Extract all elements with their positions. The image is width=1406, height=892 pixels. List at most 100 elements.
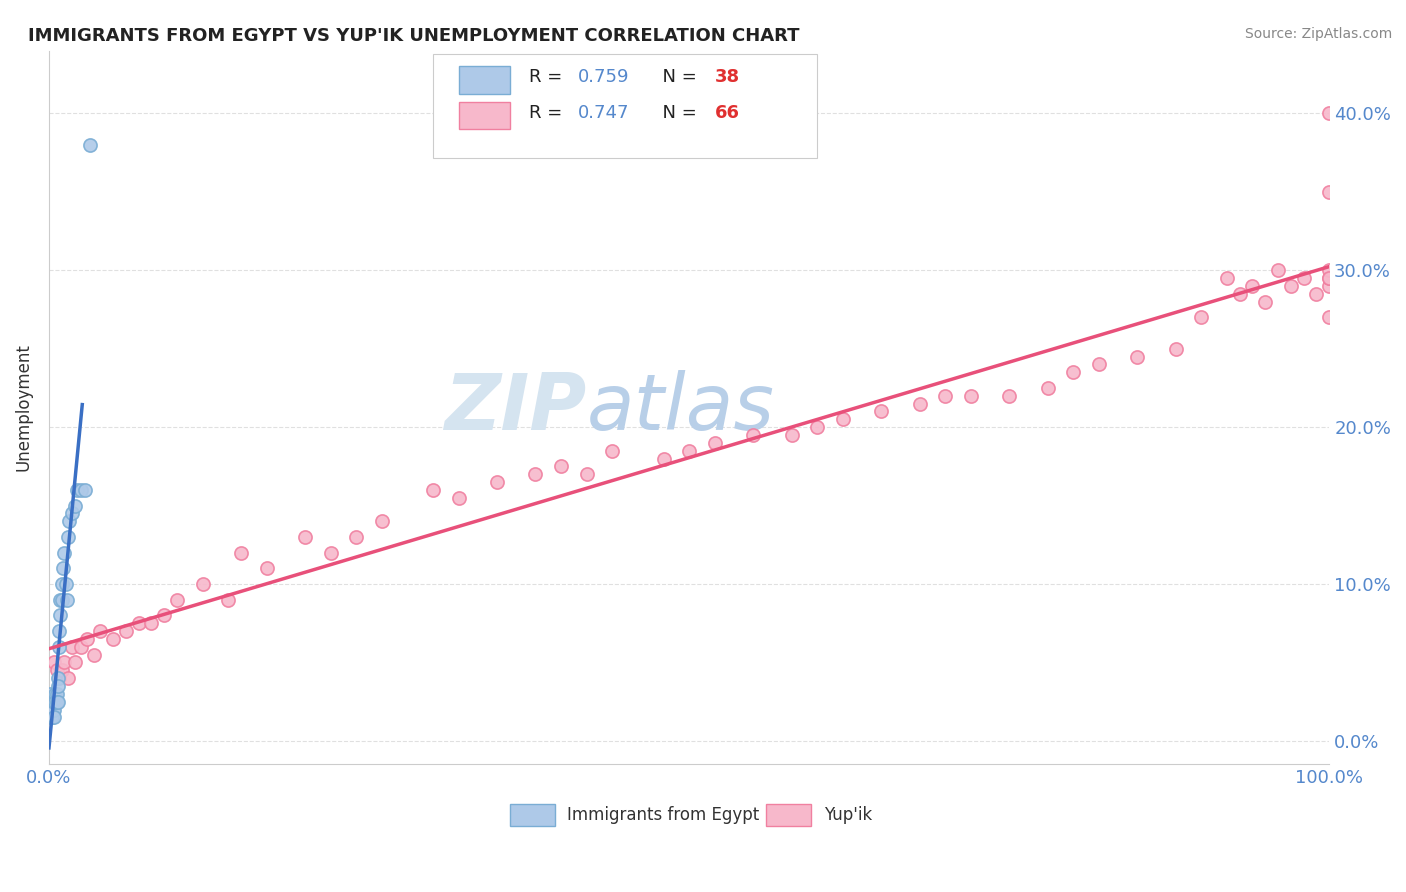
Point	[229, 546, 252, 560]
Point	[79, 137, 101, 152]
Point	[53, 656, 76, 670]
Point	[58, 514, 80, 528]
Point	[70, 640, 93, 654]
Point	[51, 663, 73, 677]
FancyBboxPatch shape	[766, 805, 811, 826]
Point	[41, 710, 63, 724]
Point	[831, 412, 853, 426]
Point	[1126, 350, 1149, 364]
Text: 0.759: 0.759	[578, 68, 630, 87]
Point	[49, 608, 72, 623]
Point	[1317, 279, 1340, 293]
Point	[166, 592, 188, 607]
Point	[128, 616, 150, 631]
Point	[39, 702, 62, 716]
Point	[703, 435, 725, 450]
Text: 0.747: 0.747	[578, 103, 630, 122]
Point	[56, 671, 79, 685]
Point	[42, 656, 65, 670]
Point	[600, 443, 623, 458]
FancyBboxPatch shape	[458, 66, 510, 94]
Point	[678, 443, 700, 458]
Point	[42, 695, 65, 709]
Point	[256, 561, 278, 575]
Point	[39, 687, 62, 701]
Point	[42, 702, 65, 716]
Point	[53, 546, 76, 560]
Point	[870, 404, 893, 418]
Point	[70, 483, 93, 497]
Point	[46, 679, 69, 693]
Text: 66: 66	[714, 103, 740, 122]
Point	[114, 624, 136, 638]
Point	[56, 592, 79, 607]
Point	[806, 420, 828, 434]
Point	[45, 695, 67, 709]
Point	[76, 632, 98, 646]
Point	[153, 608, 176, 623]
Point	[48, 640, 70, 654]
Point	[1267, 263, 1289, 277]
Point	[60, 507, 83, 521]
Point	[371, 514, 394, 528]
Point	[51, 577, 73, 591]
FancyBboxPatch shape	[433, 54, 817, 158]
Text: R =: R =	[529, 103, 568, 122]
Point	[959, 389, 981, 403]
Point	[1305, 286, 1327, 301]
Text: Immigrants from Egypt: Immigrants from Egypt	[568, 806, 759, 824]
Point	[1088, 358, 1111, 372]
FancyBboxPatch shape	[458, 102, 510, 129]
Point	[524, 467, 547, 482]
Point	[908, 396, 931, 410]
Point	[42, 710, 65, 724]
Point	[56, 530, 79, 544]
Point	[44, 695, 66, 709]
Point	[1292, 271, 1315, 285]
Point	[1229, 286, 1251, 301]
Point	[45, 687, 67, 701]
Point	[41, 710, 63, 724]
Point	[66, 483, 89, 497]
Point	[42, 695, 65, 709]
Point	[63, 656, 86, 670]
Point	[41, 702, 63, 716]
Point	[1254, 294, 1277, 309]
Point	[575, 467, 598, 482]
Point	[1317, 310, 1340, 325]
Point	[1164, 342, 1187, 356]
Point	[422, 483, 444, 497]
Point	[48, 671, 70, 685]
Point	[39, 695, 62, 709]
Point	[294, 530, 316, 544]
Text: atlas: atlas	[586, 369, 775, 445]
Point	[48, 624, 70, 638]
Point	[49, 592, 72, 607]
Point	[83, 648, 105, 662]
Point	[486, 475, 509, 489]
Point	[447, 491, 470, 505]
Point	[141, 616, 163, 631]
Point	[1279, 279, 1302, 293]
Point	[217, 592, 239, 607]
Text: IMMIGRANTS FROM EGYPT VS YUP'IK UNEMPLOYMENT CORRELATION CHART: IMMIGRANTS FROM EGYPT VS YUP'IK UNEMPLOY…	[28, 27, 800, 45]
Point	[780, 428, 803, 442]
Text: Source: ZipAtlas.com: Source: ZipAtlas.com	[1244, 27, 1392, 41]
Point	[1317, 185, 1340, 199]
Point	[742, 428, 765, 442]
Point	[51, 592, 73, 607]
Point	[55, 577, 77, 591]
Text: ZIP: ZIP	[444, 369, 586, 445]
Point	[1036, 381, 1059, 395]
Point	[46, 695, 69, 709]
Point	[344, 530, 367, 544]
Point	[1216, 271, 1239, 285]
Point	[998, 389, 1021, 403]
Text: N =: N =	[651, 103, 702, 122]
Point	[46, 671, 69, 685]
Point	[191, 577, 214, 591]
Point	[45, 663, 67, 677]
Text: Yup'ik: Yup'ik	[824, 806, 872, 824]
FancyBboxPatch shape	[510, 805, 555, 826]
Point	[1317, 263, 1340, 277]
